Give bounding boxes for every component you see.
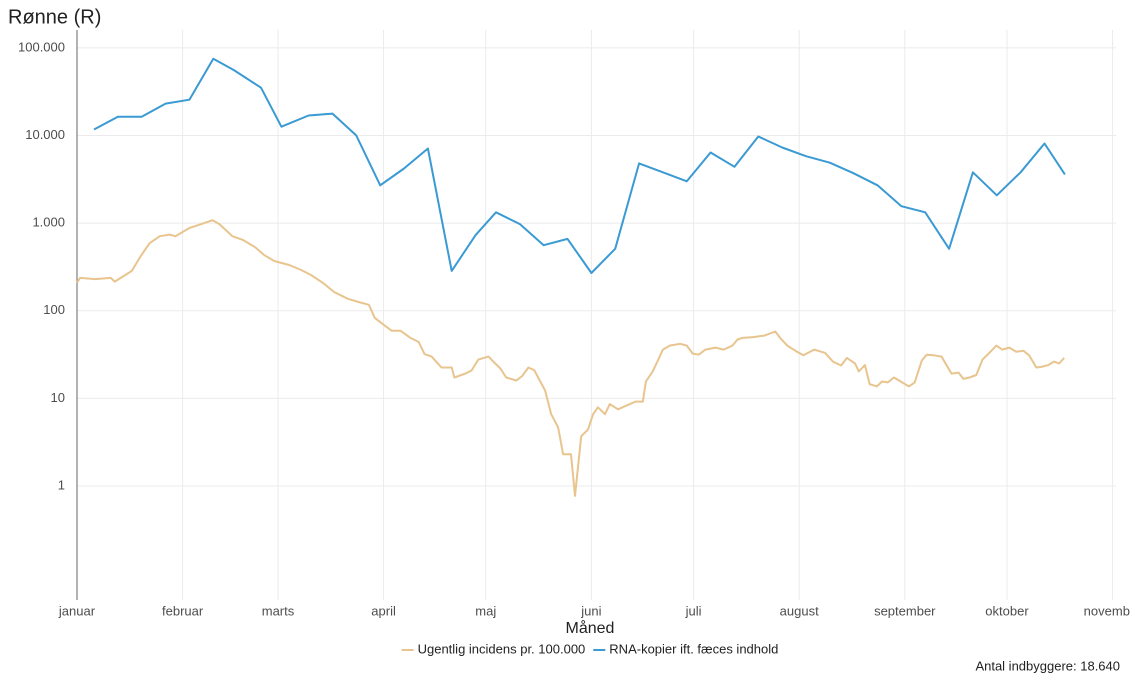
y-tick-label: 100.000	[18, 39, 65, 54]
x-tick-label: oktober	[985, 603, 1029, 618]
x-axis-label: Måned	[566, 619, 615, 637]
legend-label: RNA-kopier ift. fæces indhold	[609, 641, 778, 656]
x-tick-label: august	[780, 603, 819, 618]
x-tick-label: marts	[262, 603, 295, 618]
note: Antal indbyggere: 18.640	[975, 658, 1120, 673]
y-tick-label: 100	[43, 302, 65, 317]
y-tick-label: 10.000	[25, 127, 65, 142]
y-tick-label: 1	[58, 477, 65, 492]
x-tick-label: september	[874, 603, 936, 618]
y-tick-label: 1.000	[32, 215, 65, 230]
x-tick-label: juni	[580, 603, 601, 618]
series-line	[76, 219, 1065, 497]
chart-title: Rønne (R)	[8, 6, 101, 28]
x-tick-label: maj	[475, 603, 496, 618]
legend-label: Ugentlig incidens pr. 100.000	[418, 641, 586, 656]
x-tick-label: november	[1084, 603, 1130, 618]
x-tick-label: januar	[58, 603, 96, 618]
x-tick-label: februar	[162, 603, 204, 618]
y-tick-label: 10	[51, 390, 65, 405]
x-tick-label: april	[371, 603, 396, 618]
x-tick-label: juli	[685, 603, 702, 618]
series-line	[93, 57, 1066, 274]
legend: Ugentlig incidens pr. 100.000 RNA-kopier …	[401, 641, 778, 656]
